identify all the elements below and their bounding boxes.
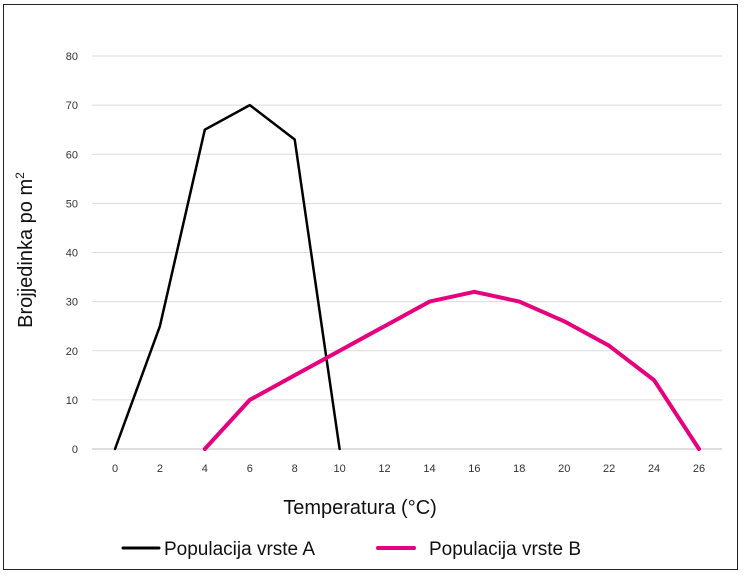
x-tick-label: 4	[202, 463, 208, 475]
legend-label: Populacija vrste B	[429, 539, 581, 560]
legend-label: Populacija vrste A	[164, 539, 315, 560]
x-tick-label: 20	[558, 463, 570, 475]
series-layer	[113, 103, 701, 451]
y-tick-label: 20	[66, 346, 78, 358]
x-tick-label: 26	[693, 463, 705, 475]
x-tick-label: 6	[247, 463, 253, 475]
y-tick-label: 50	[66, 198, 78, 210]
y-axis-title: Brojjedinka po m2	[13, 172, 37, 328]
y-tick-label: 60	[66, 149, 78, 161]
x-tick-label: 22	[603, 463, 615, 475]
chart-frame	[3, 4, 738, 570]
y-tick-label: 0	[72, 444, 78, 456]
x-tick-label: 0	[112, 463, 118, 475]
x-axis-ticks: 0 2 4 6 8 10 12 14 16 18 20 22 24 26	[112, 463, 705, 475]
series-line-a	[113, 103, 341, 451]
series-line-b	[202, 289, 701, 451]
x-tick-label: 16	[468, 463, 480, 475]
x-tick-label: 10	[333, 463, 345, 475]
x-tick-label: 14	[423, 463, 435, 475]
x-tick-label: 8	[292, 463, 298, 475]
legend: Populacija vrste A Populacija vrste B	[121, 539, 581, 560]
x-tick-label: 18	[513, 463, 525, 475]
x-tick-label: 2	[157, 463, 163, 475]
y-tick-label: 40	[66, 248, 78, 260]
y-tick-label: 30	[66, 297, 78, 309]
x-tick-label: 12	[378, 463, 390, 475]
x-axis-title: Temperatura (°C)	[283, 497, 437, 519]
y-tick-label: 70	[66, 100, 78, 112]
x-tick-label: 24	[648, 463, 660, 475]
grid-lines	[92, 55, 722, 450]
y-tick-label: 80	[66, 51, 78, 63]
y-axis-ticks: 0 10 20 30 40 50 60 70 80	[66, 51, 78, 456]
y-tick-label: 10	[66, 395, 78, 407]
